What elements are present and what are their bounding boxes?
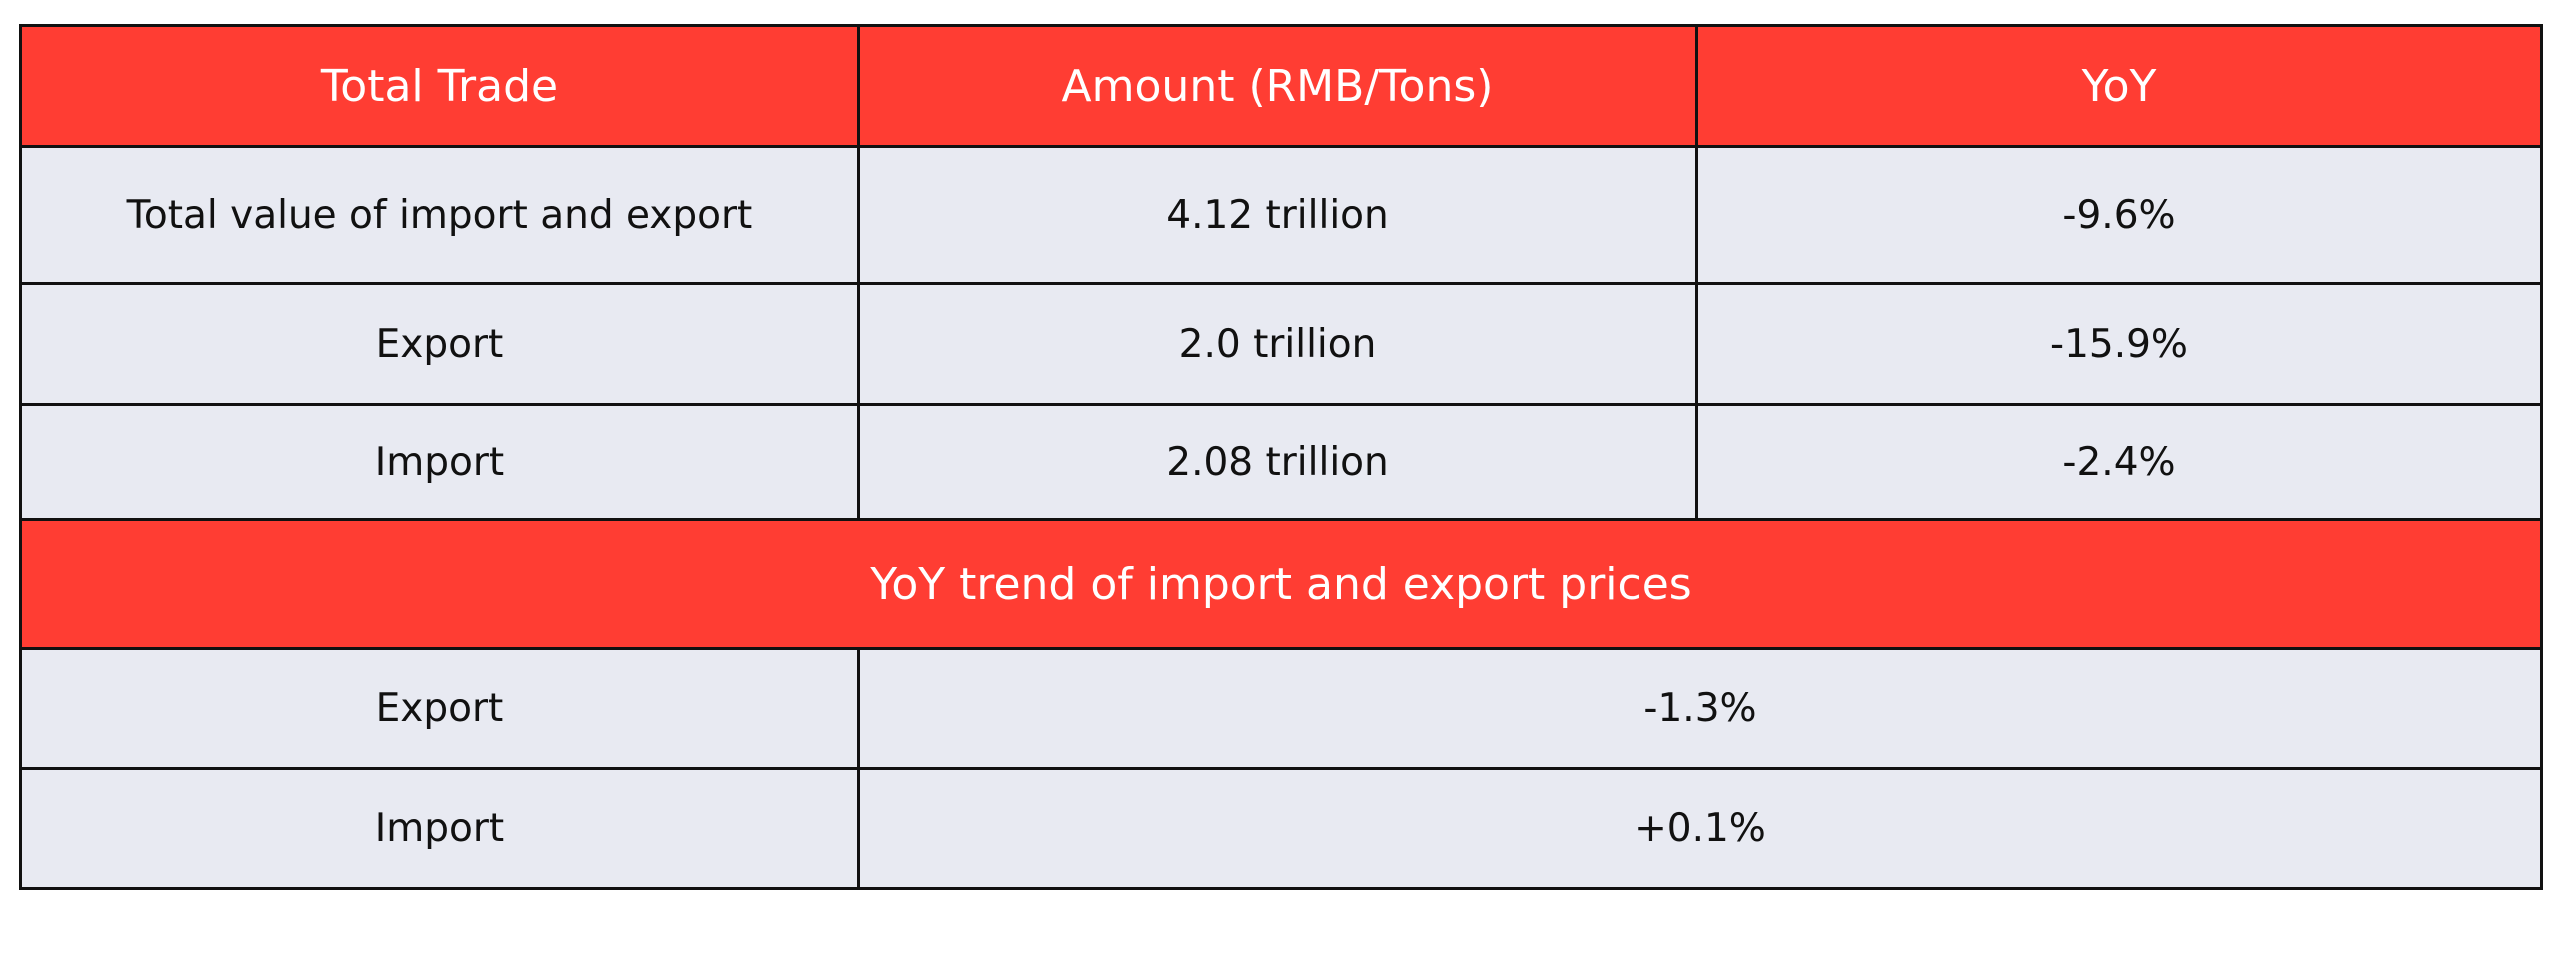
row-label: Export	[19, 282, 860, 406]
header-amount: Amount (RMB/Tons)	[857, 24, 1698, 148]
price-row-label: Import	[19, 767, 860, 890]
table-row: Import +0.1%	[19, 767, 2543, 890]
section-header-row: YoY trend of import and export prices	[19, 518, 2543, 650]
row-yoy: -9.6%	[1695, 145, 2543, 285]
row-label: Total value of import and export	[19, 145, 860, 285]
price-row-value: +0.1%	[857, 767, 2543, 890]
table-row: Import 2.08 trillion -2.4%	[19, 403, 2543, 521]
header-yoy: YoY	[1695, 24, 2543, 148]
table-row: Export -1.3%	[19, 647, 2543, 770]
row-yoy: -2.4%	[1695, 403, 2543, 521]
row-amount: 2.08 trillion	[857, 403, 1698, 521]
table-row: Export 2.0 trillion -15.9%	[19, 282, 2543, 406]
header-total-trade: Total Trade	[19, 24, 860, 148]
row-yoy: -15.9%	[1695, 282, 2543, 406]
row-amount: 4.12 trillion	[857, 145, 1698, 285]
row-label: Import	[19, 403, 860, 521]
table-header-row: Total Trade Amount (RMB/Tons) YoY	[19, 24, 2543, 148]
row-amount: 2.0 trillion	[857, 282, 1698, 406]
price-row-label: Export	[19, 647, 860, 770]
trade-table: Total Trade Amount (RMB/Tons) YoY Total …	[19, 24, 2543, 890]
section-title: YoY trend of import and export prices	[19, 518, 2543, 650]
table-row: Total value of import and export 4.12 tr…	[19, 145, 2543, 285]
price-row-value: -1.3%	[857, 647, 2543, 770]
